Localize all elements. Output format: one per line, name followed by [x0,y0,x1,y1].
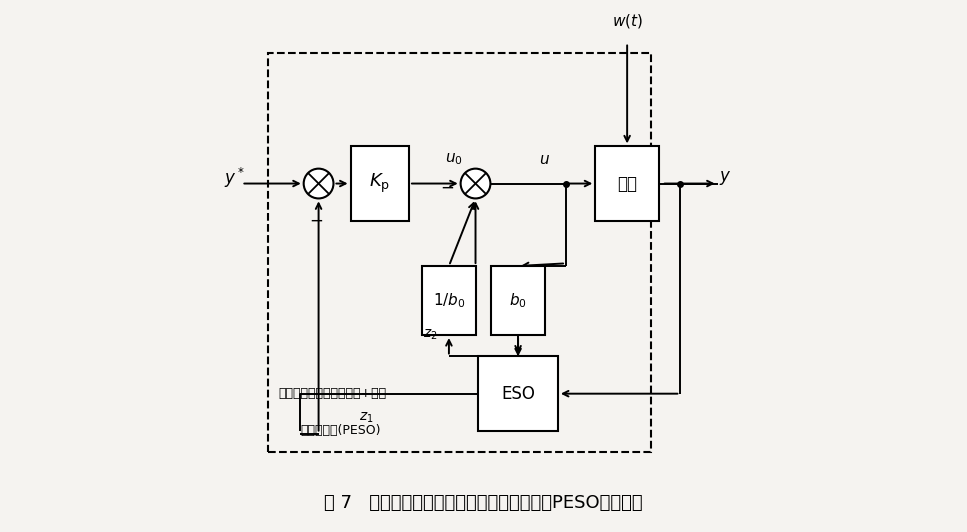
Text: $b_0$: $b_0$ [510,291,527,310]
Bar [596,146,659,221]
Circle shape [460,169,490,198]
Text: $K_\mathrm{p}$: $K_\mathrm{p}$ [369,172,391,195]
Text: 比例控制器(PESO): 比例控制器(PESO) [300,425,380,437]
Bar [491,266,544,335]
Text: $u_0$: $u_0$ [446,152,463,168]
Text: $u$: $u$ [540,152,550,167]
Text: $-$: $-$ [308,211,323,229]
Text: $z_2$: $z_2$ [423,328,438,343]
Bar [268,53,651,452]
Text: $-$: $-$ [440,177,454,195]
Text: ESO: ESO [501,385,535,403]
Text: $y$: $y$ [719,169,732,187]
Text: $y^*$: $y^*$ [224,166,245,190]
Text: 对象: 对象 [617,174,637,193]
Bar [423,266,476,335]
Text: 图 7   扩张状态观测器前馈补偿比例控制器（PESO）结构图: 图 7 扩张状态观测器前馈补偿比例控制器（PESO）结构图 [324,494,643,512]
Bar [478,356,558,431]
Text: $w(t)$: $w(t)$ [612,12,643,30]
Circle shape [304,169,334,198]
Text: $1/b_0$: $1/b_0$ [432,291,465,310]
Text: 扩张状态观测器前馈补偿+线性: 扩张状态观测器前馈补偿+线性 [278,387,387,400]
Bar [350,146,409,221]
Text: $z_1$: $z_1$ [359,410,374,425]
